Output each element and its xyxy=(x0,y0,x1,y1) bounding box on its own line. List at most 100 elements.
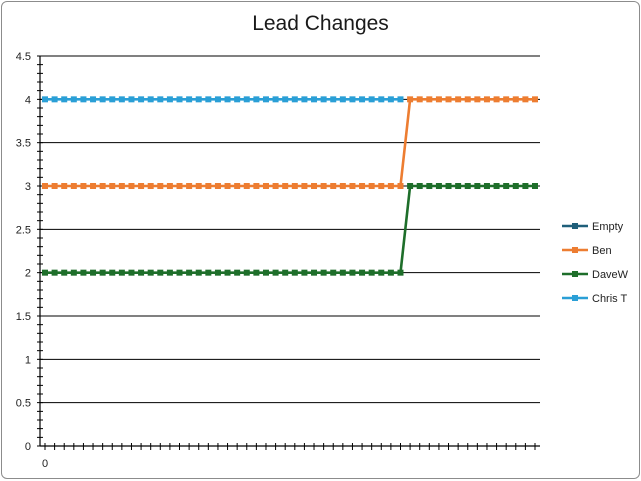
legend: Empty Ben DaveW Chris T xyxy=(562,221,629,305)
data-point xyxy=(61,269,68,276)
data-point xyxy=(262,96,269,103)
data-point xyxy=(359,269,366,276)
data-point xyxy=(397,269,404,276)
data-point xyxy=(416,96,423,103)
data-point xyxy=(426,96,433,103)
data-point xyxy=(291,269,298,276)
data-point xyxy=(70,269,77,276)
data-point xyxy=(118,96,125,103)
data-point xyxy=(368,96,375,103)
y-tick-label: 4.5 xyxy=(16,51,31,63)
legend-label: Chris T xyxy=(592,293,628,305)
data-point xyxy=(330,183,337,189)
legend-marker xyxy=(572,247,578,253)
data-point xyxy=(368,269,375,276)
data-point xyxy=(99,183,106,189)
data-point xyxy=(272,96,279,103)
data-point xyxy=(532,183,538,189)
data-point xyxy=(42,96,48,103)
series-davew xyxy=(42,183,538,276)
data-point xyxy=(282,269,289,276)
data-point xyxy=(243,96,250,103)
data-point xyxy=(359,96,366,103)
data-point xyxy=(109,183,116,189)
data-point xyxy=(147,269,154,276)
data-point xyxy=(234,269,241,276)
data-point xyxy=(224,269,231,276)
data-point xyxy=(42,183,48,189)
data-point xyxy=(320,183,327,189)
data-point xyxy=(90,96,97,103)
data-point xyxy=(176,96,183,103)
data-point xyxy=(532,96,538,103)
x-tick-label: 0 xyxy=(42,458,48,470)
data-point xyxy=(464,183,471,189)
data-point xyxy=(445,183,452,189)
legend-item: Empty xyxy=(562,221,624,233)
data-point xyxy=(138,96,145,103)
data-point xyxy=(503,183,510,189)
y-tick-label: 0 xyxy=(25,441,31,453)
data-point xyxy=(253,96,260,103)
y-tick-label: 2 xyxy=(25,268,31,280)
data-point xyxy=(349,269,356,276)
data-point xyxy=(512,183,519,189)
data-point xyxy=(426,183,433,189)
x-tick-labels: 0 xyxy=(42,458,48,470)
data-point xyxy=(407,96,414,103)
y-tick-label: 0.5 xyxy=(16,398,31,410)
data-point xyxy=(474,183,481,189)
data-point xyxy=(455,96,462,103)
y-tick-label: 1 xyxy=(25,354,31,366)
data-point xyxy=(253,183,260,189)
data-point xyxy=(474,96,481,103)
series-ben xyxy=(42,96,538,189)
data-point xyxy=(80,96,87,103)
data-point xyxy=(503,96,510,103)
data-point xyxy=(445,96,452,103)
data-point xyxy=(349,183,356,189)
data-point xyxy=(61,183,68,189)
data-point xyxy=(157,269,164,276)
legend-item: Ben xyxy=(562,245,612,257)
data-point xyxy=(359,183,366,189)
legend-item: Chris T xyxy=(562,293,628,305)
data-point xyxy=(493,96,500,103)
data-point xyxy=(109,96,116,103)
data-point xyxy=(70,96,77,103)
legend-label: Ben xyxy=(592,245,612,257)
data-point xyxy=(301,183,308,189)
data-point xyxy=(512,96,519,103)
data-point xyxy=(339,269,346,276)
data-point xyxy=(128,269,135,276)
data-point xyxy=(157,183,164,189)
data-point xyxy=(51,96,58,103)
data-point xyxy=(147,183,154,189)
legend-marker xyxy=(572,271,578,277)
data-point xyxy=(80,183,87,189)
data-point xyxy=(387,96,394,103)
data-point xyxy=(214,96,221,103)
data-point xyxy=(378,269,385,276)
data-point xyxy=(282,96,289,103)
data-point xyxy=(301,269,308,276)
data-point xyxy=(176,183,183,189)
data-point xyxy=(118,269,125,276)
data-point xyxy=(186,183,193,189)
y-tick-label: 4 xyxy=(25,94,31,106)
data-point xyxy=(214,183,221,189)
data-point xyxy=(378,183,385,189)
data-point xyxy=(272,183,279,189)
data-point xyxy=(186,269,193,276)
data-point xyxy=(70,183,77,189)
data-point xyxy=(301,96,308,103)
data-point xyxy=(186,96,193,103)
data-point xyxy=(90,183,97,189)
data-point xyxy=(330,96,337,103)
data-point xyxy=(109,269,116,276)
data-point xyxy=(282,183,289,189)
data-point xyxy=(320,96,327,103)
data-point xyxy=(176,269,183,276)
series-line xyxy=(45,184,535,274)
gridlines xyxy=(40,55,540,404)
